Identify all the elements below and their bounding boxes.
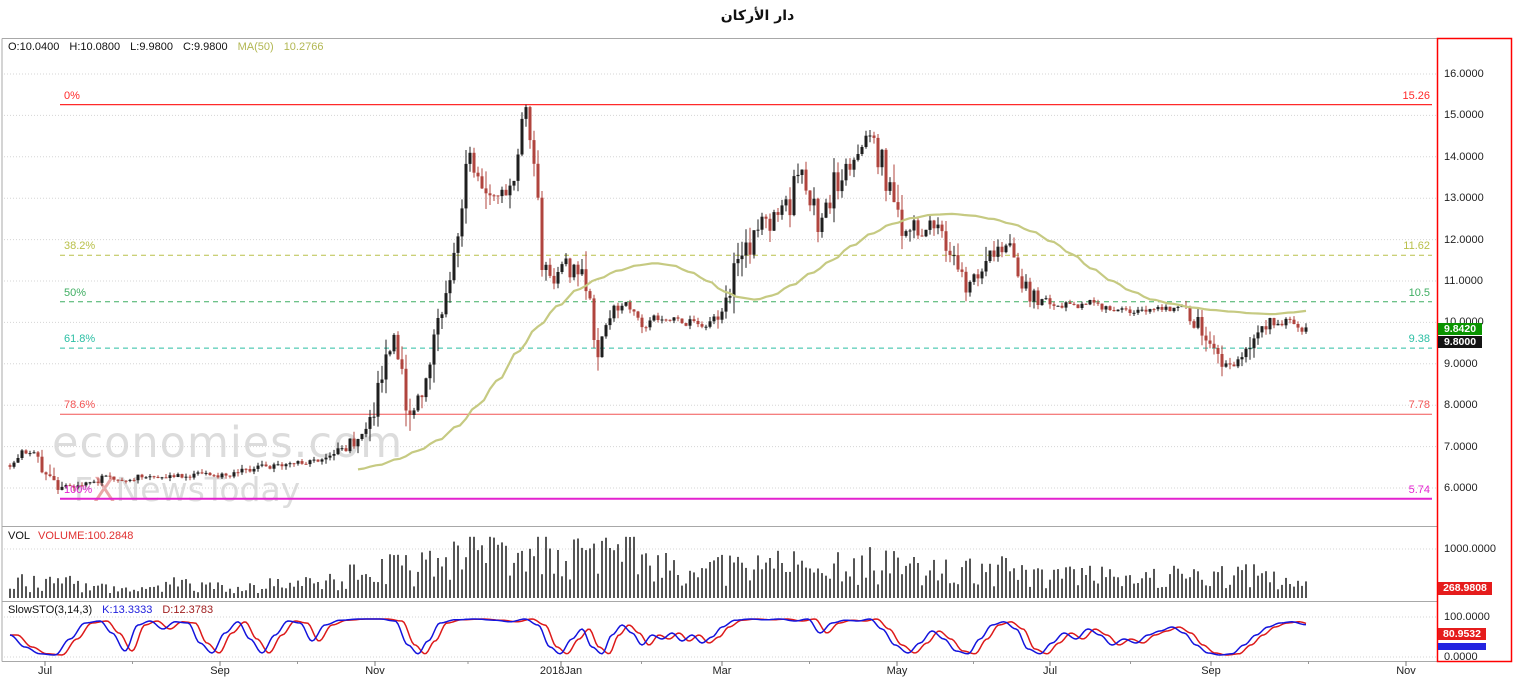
fibonacci-lines bbox=[60, 103, 1432, 500]
stochastic-header: SlowSTO(3,14,3) K:13.3333 D:12.3783 bbox=[8, 604, 213, 616]
price-axis-tick: 12.0000 bbox=[1444, 233, 1484, 246]
volume-value: VOLUME:100.2848 bbox=[38, 530, 134, 542]
open-value: O:10.0400 bbox=[8, 41, 60, 53]
time-axis-label: Sep bbox=[210, 665, 230, 677]
fib-value-label: 5.74 bbox=[1408, 483, 1430, 496]
watermark-line1: economies.com bbox=[52, 418, 404, 468]
fib-pct-label: 100% bbox=[64, 483, 93, 496]
time-axis-label: Nov bbox=[365, 665, 385, 677]
fib-value-label: 10.5 bbox=[1408, 286, 1430, 299]
last-price-badge: 9.8420 bbox=[1438, 323, 1482, 335]
watermark-line2: FXNewsToday bbox=[74, 470, 403, 509]
time-axis-label: Mar bbox=[712, 665, 732, 677]
stochastic-series bbox=[9, 618, 1307, 656]
volume-axis-tick: 1000.0000 bbox=[1444, 543, 1496, 555]
volume-panel-label: VOL bbox=[8, 530, 31, 542]
sto-name: SlowSTO(3,14,3) bbox=[8, 604, 93, 616]
price-axis-tick: 13.0000 bbox=[1444, 192, 1484, 205]
price-axis-tick: 14.0000 bbox=[1444, 150, 1484, 163]
time-axis-label: May bbox=[886, 665, 908, 677]
sto-k-line bbox=[9, 618, 1306, 656]
time-axis-label: Sep bbox=[1201, 665, 1221, 677]
time-axis-label: 2018Jan bbox=[539, 665, 583, 677]
time-axis-label: Jul bbox=[1042, 665, 1058, 677]
sto-k-value: K:13.3333 bbox=[102, 604, 153, 616]
stochastic-badge: 80.9532 bbox=[1438, 628, 1486, 640]
price-axis-tick: 7.0000 bbox=[1444, 440, 1478, 453]
price-axis-tick: 16.0000 bbox=[1444, 68, 1484, 80]
time-axis-label: Nov bbox=[1396, 665, 1416, 677]
watermark: economies.com FXNewsToday bbox=[52, 418, 403, 509]
price-axis-tick: 8.0000 bbox=[1444, 399, 1478, 412]
price-axis-tick: 15.0000 bbox=[1444, 109, 1484, 122]
sto-d-line bbox=[10, 618, 1307, 656]
sto-d-value: D:12.3783 bbox=[162, 604, 214, 616]
ma-value: 10.2766 bbox=[283, 41, 324, 53]
volume-badge: 268.9808 bbox=[1438, 582, 1492, 595]
ma-label: MA(50) bbox=[237, 41, 274, 53]
close-value: C:9.9800 bbox=[182, 41, 228, 53]
low-value: L:9.9800 bbox=[130, 41, 173, 53]
fib-pct-label: 50% bbox=[64, 286, 87, 299]
sto-axis-top-tick: 100.0000 bbox=[1444, 611, 1490, 623]
fib-pct-label: 61.8% bbox=[64, 333, 96, 346]
sto-axis-bottom-tick: 0.0000 bbox=[1444, 651, 1478, 663]
fib-value-label: 9.38 bbox=[1408, 333, 1430, 346]
fib-value-label: 15.26 bbox=[1402, 89, 1430, 102]
fib-value-label: 7.78 bbox=[1408, 399, 1430, 412]
price-axis-tick: 11.0000 bbox=[1444, 275, 1483, 287]
ohlc-header: O:10.0400 H:10.0800 L:9.9800 C:9.9800 MA… bbox=[8, 41, 323, 53]
fib-pct-label: 0% bbox=[64, 89, 80, 102]
price-axis-box bbox=[1436, 37, 1513, 663]
prev-price-badge: 9.8000 bbox=[1438, 336, 1482, 348]
chart-title: دار الأركان bbox=[720, 8, 795, 24]
fib-value-label: 11.62 bbox=[1403, 240, 1430, 253]
time-axis-label: Jul bbox=[37, 665, 53, 677]
price-axis-tick: 6.0000 bbox=[1444, 482, 1478, 494]
ma50-line bbox=[357, 212, 1307, 471]
high-value: H:10.0800 bbox=[69, 41, 121, 53]
volume-header: VOL VOLUME:100.2848 bbox=[8, 530, 133, 542]
ma50-series bbox=[357, 212, 1307, 471]
price-axis-tick: 9.0000 bbox=[1444, 357, 1478, 370]
panel-frame bbox=[1, 37, 1513, 666]
fib-pct-label: 38.2% bbox=[64, 240, 96, 253]
candlestick-series bbox=[8, 104, 1308, 494]
stochastic-k-badge bbox=[1438, 643, 1486, 650]
volume-bars bbox=[9, 536, 1307, 598]
fib-pct-label: 78.6% bbox=[64, 399, 96, 412]
